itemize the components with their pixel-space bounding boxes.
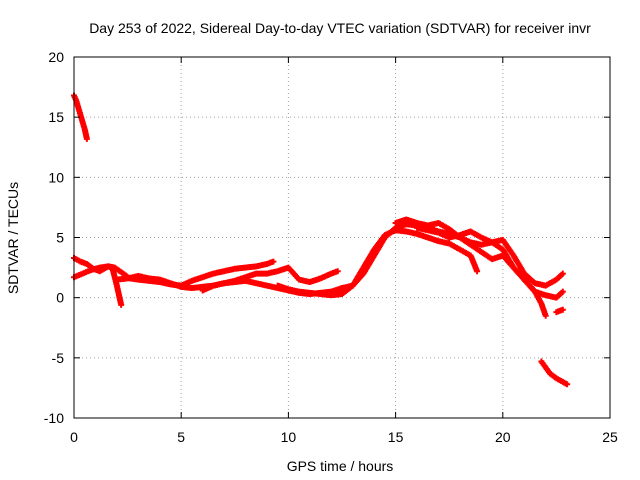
series-arc-5	[199, 221, 549, 319]
data-marks	[71, 92, 571, 388]
data-point	[559, 288, 566, 295]
grid	[74, 57, 610, 418]
x-tick-label: 25	[602, 429, 618, 445]
series-arc-1	[71, 92, 90, 142]
y-tick-label: 20	[48, 49, 64, 65]
data-point	[334, 268, 341, 275]
y-tick-label: 10	[48, 169, 64, 185]
y-tick-label: 15	[48, 109, 64, 125]
data-point	[83, 135, 90, 142]
x-tick-label: 0	[70, 429, 78, 445]
series-arc-6	[274, 227, 481, 299]
axes: 0 5 10 15 20 25 -10 -5 0 5 10 15 20	[44, 49, 618, 445]
y-tick-label: -5	[52, 350, 65, 366]
data-point	[270, 258, 277, 265]
x-axis-title: GPS time / hours	[287, 458, 394, 474]
series-arc-4	[113, 264, 341, 292]
y-axis-title: SDTVAR / TECUs	[5, 182, 21, 294]
data-point	[118, 301, 125, 308]
y-tick-label: 0	[56, 290, 64, 306]
data-point	[564, 381, 571, 388]
data-point	[559, 306, 566, 313]
x-tick-label: 10	[281, 429, 297, 445]
y-tick-label: 5	[56, 230, 64, 246]
series-arc-9	[553, 306, 566, 316]
x-tick-label: 20	[495, 429, 511, 445]
chart-title: Day 253 of 2022, Sidereal Day-to-day VTE…	[89, 20, 591, 36]
data-point	[559, 270, 566, 277]
data-point	[542, 312, 549, 319]
series-arc-8	[414, 224, 566, 301]
series-arc-10	[538, 358, 571, 388]
y-tick-label: -10	[44, 410, 64, 426]
x-tick-label: 15	[388, 429, 404, 445]
data-point	[474, 268, 481, 275]
x-tick-label: 5	[177, 429, 185, 445]
